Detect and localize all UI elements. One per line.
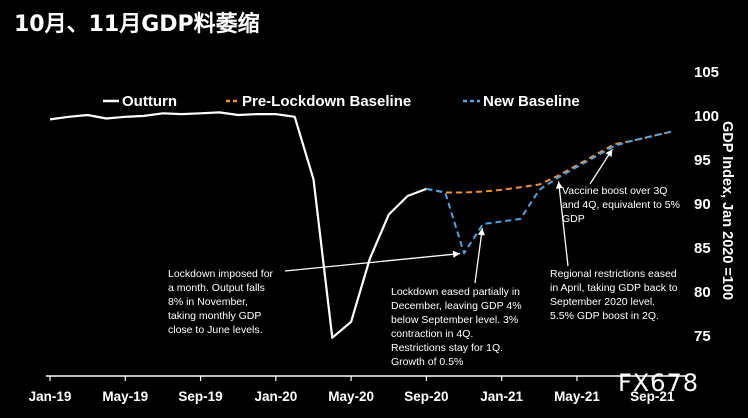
- annotation-line: Lockdown eased partially in: [391, 286, 520, 298]
- y-tick-label: 75: [694, 328, 711, 345]
- annotation-line: 5.5% GDP boost in 2Q.: [550, 310, 659, 322]
- legend-label-outturn: Outturn: [122, 93, 177, 110]
- plot-lines: [49, 111, 672, 339]
- x-tick-label: Sep-19: [178, 389, 222, 404]
- annotation-line: December, leaving GDP 4%: [391, 300, 522, 312]
- annotation-arrowhead: [555, 181, 563, 189]
- annotation-line: 8% in November,: [168, 296, 248, 308]
- annotation-arrowhead: [477, 228, 485, 236]
- annotation-line: a month. Output falls: [168, 282, 265, 294]
- annotation-line: contraction in 4Q.: [391, 328, 473, 340]
- x-tick-label: Sep-21: [630, 389, 675, 404]
- x-tick-label: May-21: [554, 389, 600, 404]
- y-axis-label: GDP Index, Jan 2020 =100: [719, 121, 735, 300]
- annotation-line: Growth of 0.5%: [391, 356, 463, 368]
- y-tick-label: 95: [694, 152, 711, 169]
- y-tick-label: 80: [694, 284, 711, 301]
- y-tick-label: 105: [694, 64, 719, 81]
- y-ticks: 75 80 85 90 95 100 105: [694, 64, 719, 345]
- annotation-arrow: [557, 181, 569, 267]
- annotation-vaccine-boost: Vaccine boost over 3Q and 4Q, equivalent…: [562, 185, 683, 225]
- y-tick-label: 85: [694, 240, 711, 257]
- annotation-lockdown: Lockdown imposed for a month. Output fal…: [168, 268, 276, 336]
- annotation-line: September 2020 level.: [550, 296, 655, 308]
- x-ticks: Jan-19 May-19 Sep-19 Jan-20 May-20 Sep-20 Jan-…: [29, 376, 675, 404]
- y-tick-label: 100: [694, 108, 719, 125]
- annotation-arrowhead: [452, 250, 461, 258]
- annotation-line: GDP: [562, 213, 585, 225]
- annotation-line: Vaccine boost over 3Q: [562, 185, 667, 197]
- legend-label-new-baseline: New Baseline: [483, 93, 580, 110]
- annotation-line: Regional restrictions eased: [550, 268, 677, 280]
- annotation-line: Restrictions stay for 1Q.: [391, 342, 503, 354]
- annotation-line: Lockdown imposed for: [168, 268, 274, 280]
- annotation-line: close to June levels.: [168, 324, 263, 336]
- legend-label-pre-lockdown: Pre-Lockdown Baseline: [242, 93, 411, 110]
- annotation-arrow: [474, 228, 483, 284]
- axes: Jan-19 May-19 Sep-19 Jan-20 May-20 Sep-20 Jan-…: [29, 64, 719, 404]
- x-tick-label: Jan-21: [480, 389, 523, 404]
- annotation-line: in April, taking GDP back to: [550, 282, 678, 294]
- x-tick-label: May-19: [102, 389, 148, 404]
- x-tick-label: May-20: [328, 389, 374, 404]
- annotation-line: below September level. 3%: [391, 314, 518, 326]
- legend: Outturn Pre-Lockdown Baseline New Baseli…: [103, 93, 580, 110]
- annotation-arrows: [284, 148, 613, 284]
- series-line-new-baseline: [426, 130, 672, 255]
- x-tick-label: Sep-20: [404, 389, 448, 404]
- y-tick-label: 90: [694, 196, 711, 213]
- watermark-logo: FX678: [618, 369, 699, 397]
- x-tick-label: Jan-19: [29, 389, 72, 404]
- annotation-arrow: [284, 252, 461, 272]
- annotation-line: taking monthly GDP: [168, 310, 261, 322]
- annotation-arrowhead: [605, 149, 613, 157]
- annotation-regional-restrictions: Regional restrictions eased in April, ta…: [550, 268, 681, 322]
- annotation-eased-december: Lockdown eased partially in December, le…: [391, 286, 524, 368]
- x-tick-label: Jan-20: [254, 389, 297, 404]
- annotation-line: and 4Q, equivalent to 5%: [562, 199, 680, 211]
- series-line-outturn: [49, 111, 427, 339]
- chart-title: 10月、11月GDP料萎缩: [14, 11, 260, 37]
